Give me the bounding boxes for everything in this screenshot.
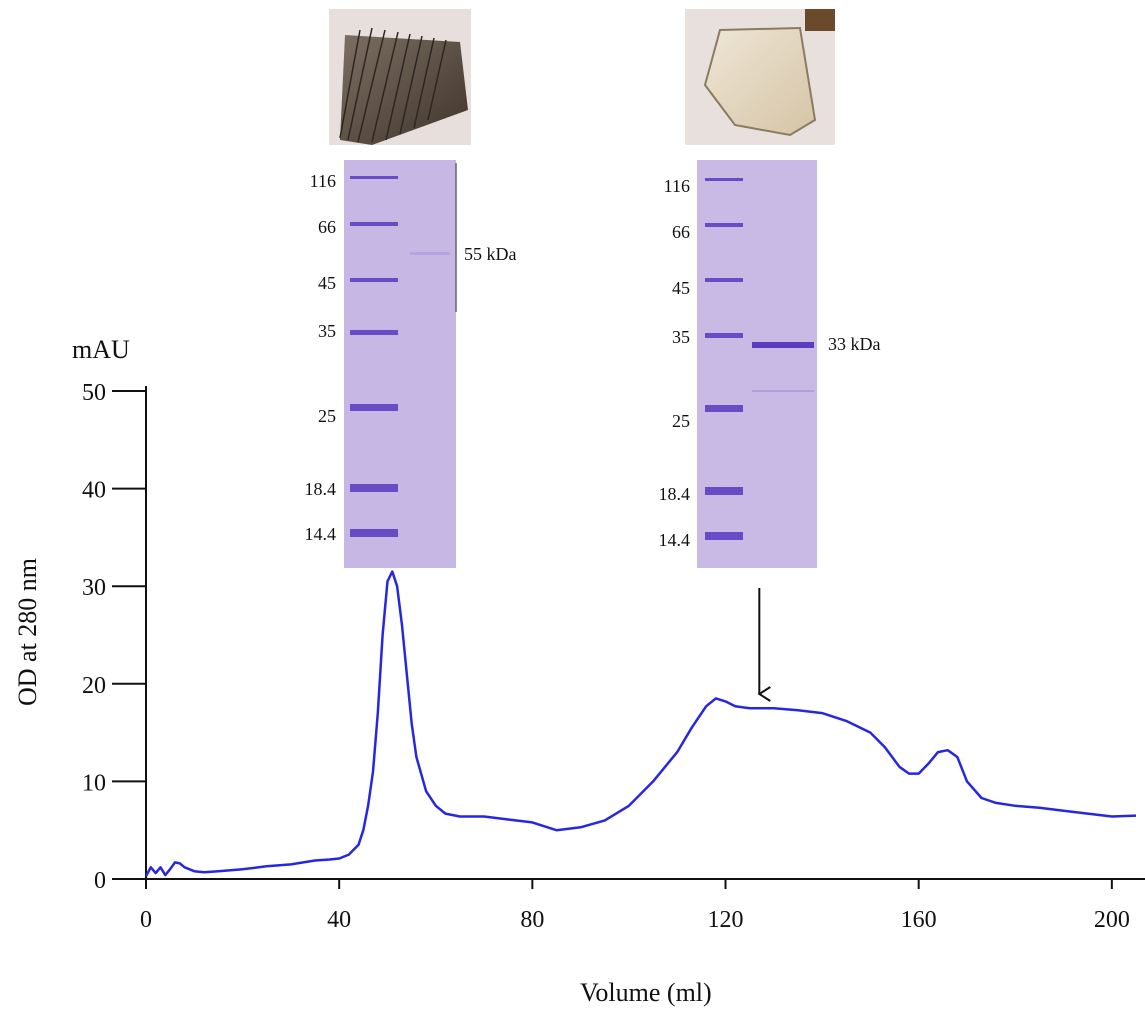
gel-right-marker-band <box>705 223 743 227</box>
tissue-photo-cartilage <box>685 9 835 145</box>
gel-right-marker-label: 66 <box>672 222 690 242</box>
gel-right-band-label: 33 kDa <box>828 334 881 354</box>
gel-right-sample-band <box>752 342 814 348</box>
gel-left-marker-band <box>350 404 398 411</box>
gel-left-marker-band <box>350 176 398 179</box>
gel-left-marker-label: 45 <box>318 273 336 293</box>
gel-inset-left: 116 66 45 35 25 18.4 14.4 55 kDa <box>305 160 517 568</box>
gel-right-marker-band <box>705 405 743 412</box>
gel-left-marker-label: 66 <box>318 217 336 237</box>
x-tick-label: 0 <box>140 907 152 933</box>
y-ticks: 0 10 20 30 40 50 <box>82 380 146 894</box>
x-tick-label: 160 <box>901 907 937 933</box>
y-tick-label: 50 <box>82 380 106 406</box>
gel-right-marker-label: 18.4 <box>659 484 691 504</box>
gel-right-marker-label: 116 <box>664 176 690 196</box>
gel-right-marker-label: 25 <box>672 411 690 431</box>
x-tick-label: 40 <box>327 907 351 933</box>
x-ticks: 0 40 80 120 160 200 <box>140 879 1130 933</box>
x-axis-title: Volume (ml) <box>580 978 712 1007</box>
y-tick-label: 20 <box>82 673 106 699</box>
gel-left-marker-band <box>350 484 398 492</box>
gel-right-faint-band <box>752 390 814 392</box>
gel-left-marker-band <box>350 330 398 335</box>
y-axis-title: OD at 280 nm <box>13 558 42 706</box>
y-tick-label: 40 <box>82 478 106 504</box>
y-tick-label: 10 <box>82 770 106 796</box>
gel-left-marker-label: 14.4 <box>305 524 337 544</box>
chromatogram-line <box>144 570 1137 877</box>
x-tick-label: 200 <box>1094 907 1130 933</box>
y-units-label: mAU <box>72 335 130 364</box>
tissue-photo-hairy-skin <box>329 9 471 145</box>
gel-left-marker-band <box>350 278 398 282</box>
gel-left-marker-label: 116 <box>310 171 336 191</box>
gel-right-marker-label: 35 <box>672 327 690 347</box>
x-tick-label: 120 <box>708 907 744 933</box>
y-tick-label: 0 <box>94 868 106 894</box>
gel-right-marker-band <box>705 278 743 282</box>
gel-inset-right: 116 66 45 35 25 18.4 14.4 33 kDa <box>659 160 881 568</box>
gel-right-marker-band <box>705 333 743 338</box>
gel-left-marker-band <box>350 529 398 537</box>
gel-left-sample-band <box>410 252 450 255</box>
gel-right-marker-band <box>705 532 743 540</box>
gel-right-marker-label: 14.4 <box>659 530 691 550</box>
gel-left-marker-band <box>350 222 398 226</box>
gel-right-marker-band <box>705 178 743 181</box>
gel-left-band-label: 55 kDa <box>464 244 517 264</box>
y-tick-label: 30 <box>82 575 106 601</box>
gel-left-marker-label: 35 <box>318 321 336 341</box>
x-tick-label: 80 <box>520 907 544 933</box>
gel-right-marker-label: 45 <box>672 278 690 298</box>
gel-right-marker-band <box>705 487 743 495</box>
gel-left-marker-label: 25 <box>318 406 336 426</box>
gel-left-marker-label: 18.4 <box>305 479 337 499</box>
